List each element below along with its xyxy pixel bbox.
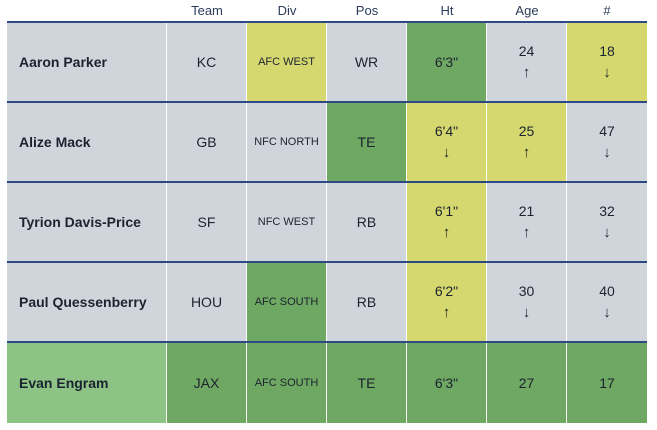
arrow-up-icon: ↑ (442, 224, 451, 241)
division-cell: AFC WEST (247, 23, 327, 101)
height-value: 6'4" (434, 123, 459, 139)
height-value: 6'3" (434, 375, 459, 391)
position-value: TE (357, 134, 376, 150)
position-value: RB (356, 294, 377, 310)
number-cell: 40 ↓ (567, 263, 647, 341)
arrow-up-icon: ↑ (522, 144, 531, 161)
number-value: 32 (599, 203, 615, 219)
height-cell: 6'1" ↑ (407, 183, 487, 261)
header-div: Div (277, 3, 297, 18)
number-value: 17 (599, 375, 615, 391)
height-cell: 6'3" (407, 343, 487, 423)
team-value: SF (197, 214, 216, 230)
player-name: Alize Mack (19, 133, 91, 150)
column-header-row: Team Div Pos Ht Age # (7, 0, 647, 22)
age-cell: 21 ↑ (487, 183, 567, 261)
team-value: HOU (190, 294, 223, 310)
header-team: Team (191, 3, 223, 18)
age-value: 24 (518, 43, 535, 59)
age-value: 25 (518, 123, 535, 139)
player-name-cell: Evan Engram (7, 343, 167, 423)
division-value: AFC SOUTH (254, 296, 319, 308)
header-num: # (603, 3, 611, 18)
number-cell: 18 ↓ (567, 23, 647, 101)
player-name-cell: Aaron Parker (7, 23, 167, 101)
team-cell: JAX (167, 343, 247, 423)
number-cell: 32 ↓ (567, 183, 647, 261)
arrow-down-icon: ↓ (522, 304, 531, 321)
age-cell: 30 ↓ (487, 263, 567, 341)
position-value: WR (354, 54, 379, 70)
height-cell: 6'4" ↓ (407, 103, 487, 181)
age-cell: 24 ↑ (487, 23, 567, 101)
height-value: 6'3" (434, 54, 459, 70)
arrow-down-icon: ↓ (603, 224, 611, 241)
division-value: AFC SOUTH (254, 377, 319, 389)
arrow-down-icon: ↓ (603, 64, 611, 81)
player-name: Evan Engram (19, 374, 109, 391)
arrow-up-icon: ↑ (442, 304, 451, 321)
division-value: NFC NORTH (254, 136, 319, 148)
position-cell: WR (327, 23, 407, 101)
position-value: TE (357, 375, 376, 391)
team-cell: KC (167, 23, 247, 101)
header-name (7, 0, 167, 22)
division-cell: NFC WEST (247, 183, 327, 261)
guess-row: Tyrion Davis-Price SF NFC WEST RB 6'1" ↑ … (7, 183, 647, 263)
team-value: GB (196, 134, 217, 150)
guess-grid: Aaron Parker KC AFC WEST WR 6'3" 24 ↑ 18 ↓… (7, 23, 647, 423)
division-value: NFC WEST (257, 216, 316, 228)
position-cell: RB (327, 263, 407, 341)
height-value: 6'1" (434, 203, 459, 219)
team-value: JAX (193, 375, 220, 391)
team-cell: SF (167, 183, 247, 261)
header-ht: Ht (440, 3, 454, 18)
player-name-cell: Paul Quessenberry (7, 263, 167, 341)
player-name-cell: Alize Mack (7, 103, 167, 181)
arrow-down-icon: ↓ (442, 144, 451, 161)
header-pos: Pos (355, 3, 379, 18)
height-cell: 6'3" (407, 23, 487, 101)
division-cell: AFC SOUTH (247, 263, 327, 341)
age-value: 30 (518, 283, 535, 299)
arrow-down-icon: ↓ (603, 144, 611, 161)
number-value: 47 (599, 123, 615, 139)
guess-row: Paul Quessenberry HOU AFC SOUTH RB 6'2" ↑… (7, 263, 647, 343)
team-value: KC (196, 54, 217, 70)
age-cell: 27 (487, 343, 567, 423)
team-cell: HOU (167, 263, 247, 341)
height-value: 6'2" (434, 283, 459, 299)
position-cell: RB (327, 183, 407, 261)
position-cell: TE (327, 103, 407, 181)
player-name: Tyrion Davis-Price (19, 213, 141, 230)
guess-row: Alize Mack GB NFC NORTH TE 6'4" ↓ 25 ↑ 47 ↓ (7, 103, 647, 183)
team-cell: GB (167, 103, 247, 181)
position-cell: TE (327, 343, 407, 423)
division-value: AFC WEST (258, 56, 315, 68)
player-name-cell: Tyrion Davis-Price (7, 183, 167, 261)
height-cell: 6'2" ↑ (407, 263, 487, 341)
guess-row-correct: Evan Engram JAX AFC SOUTH TE 6'3" 27 17 (7, 343, 647, 423)
age-value: 27 (518, 375, 535, 391)
number-cell: 47 ↓ (567, 103, 647, 181)
player-name: Aaron Parker (19, 53, 107, 70)
arrow-down-icon: ↓ (603, 304, 611, 321)
age-value: 21 (518, 203, 535, 219)
arrow-up-icon: ↑ (522, 64, 531, 81)
division-cell: NFC NORTH (247, 103, 327, 181)
arrow-up-icon: ↑ (522, 224, 531, 241)
number-cell: 17 (567, 343, 647, 423)
age-cell: 25 ↑ (487, 103, 567, 181)
header-age: Age (515, 3, 539, 18)
division-cell: AFC SOUTH (247, 343, 327, 423)
player-name: Paul Quessenberry (19, 293, 147, 310)
number-value: 18 (599, 43, 615, 59)
header-divider (7, 21, 647, 23)
number-value: 40 (599, 283, 615, 299)
guess-row: Aaron Parker KC AFC WEST WR 6'3" 24 ↑ 18 ↓ (7, 23, 647, 103)
position-value: RB (356, 214, 377, 230)
